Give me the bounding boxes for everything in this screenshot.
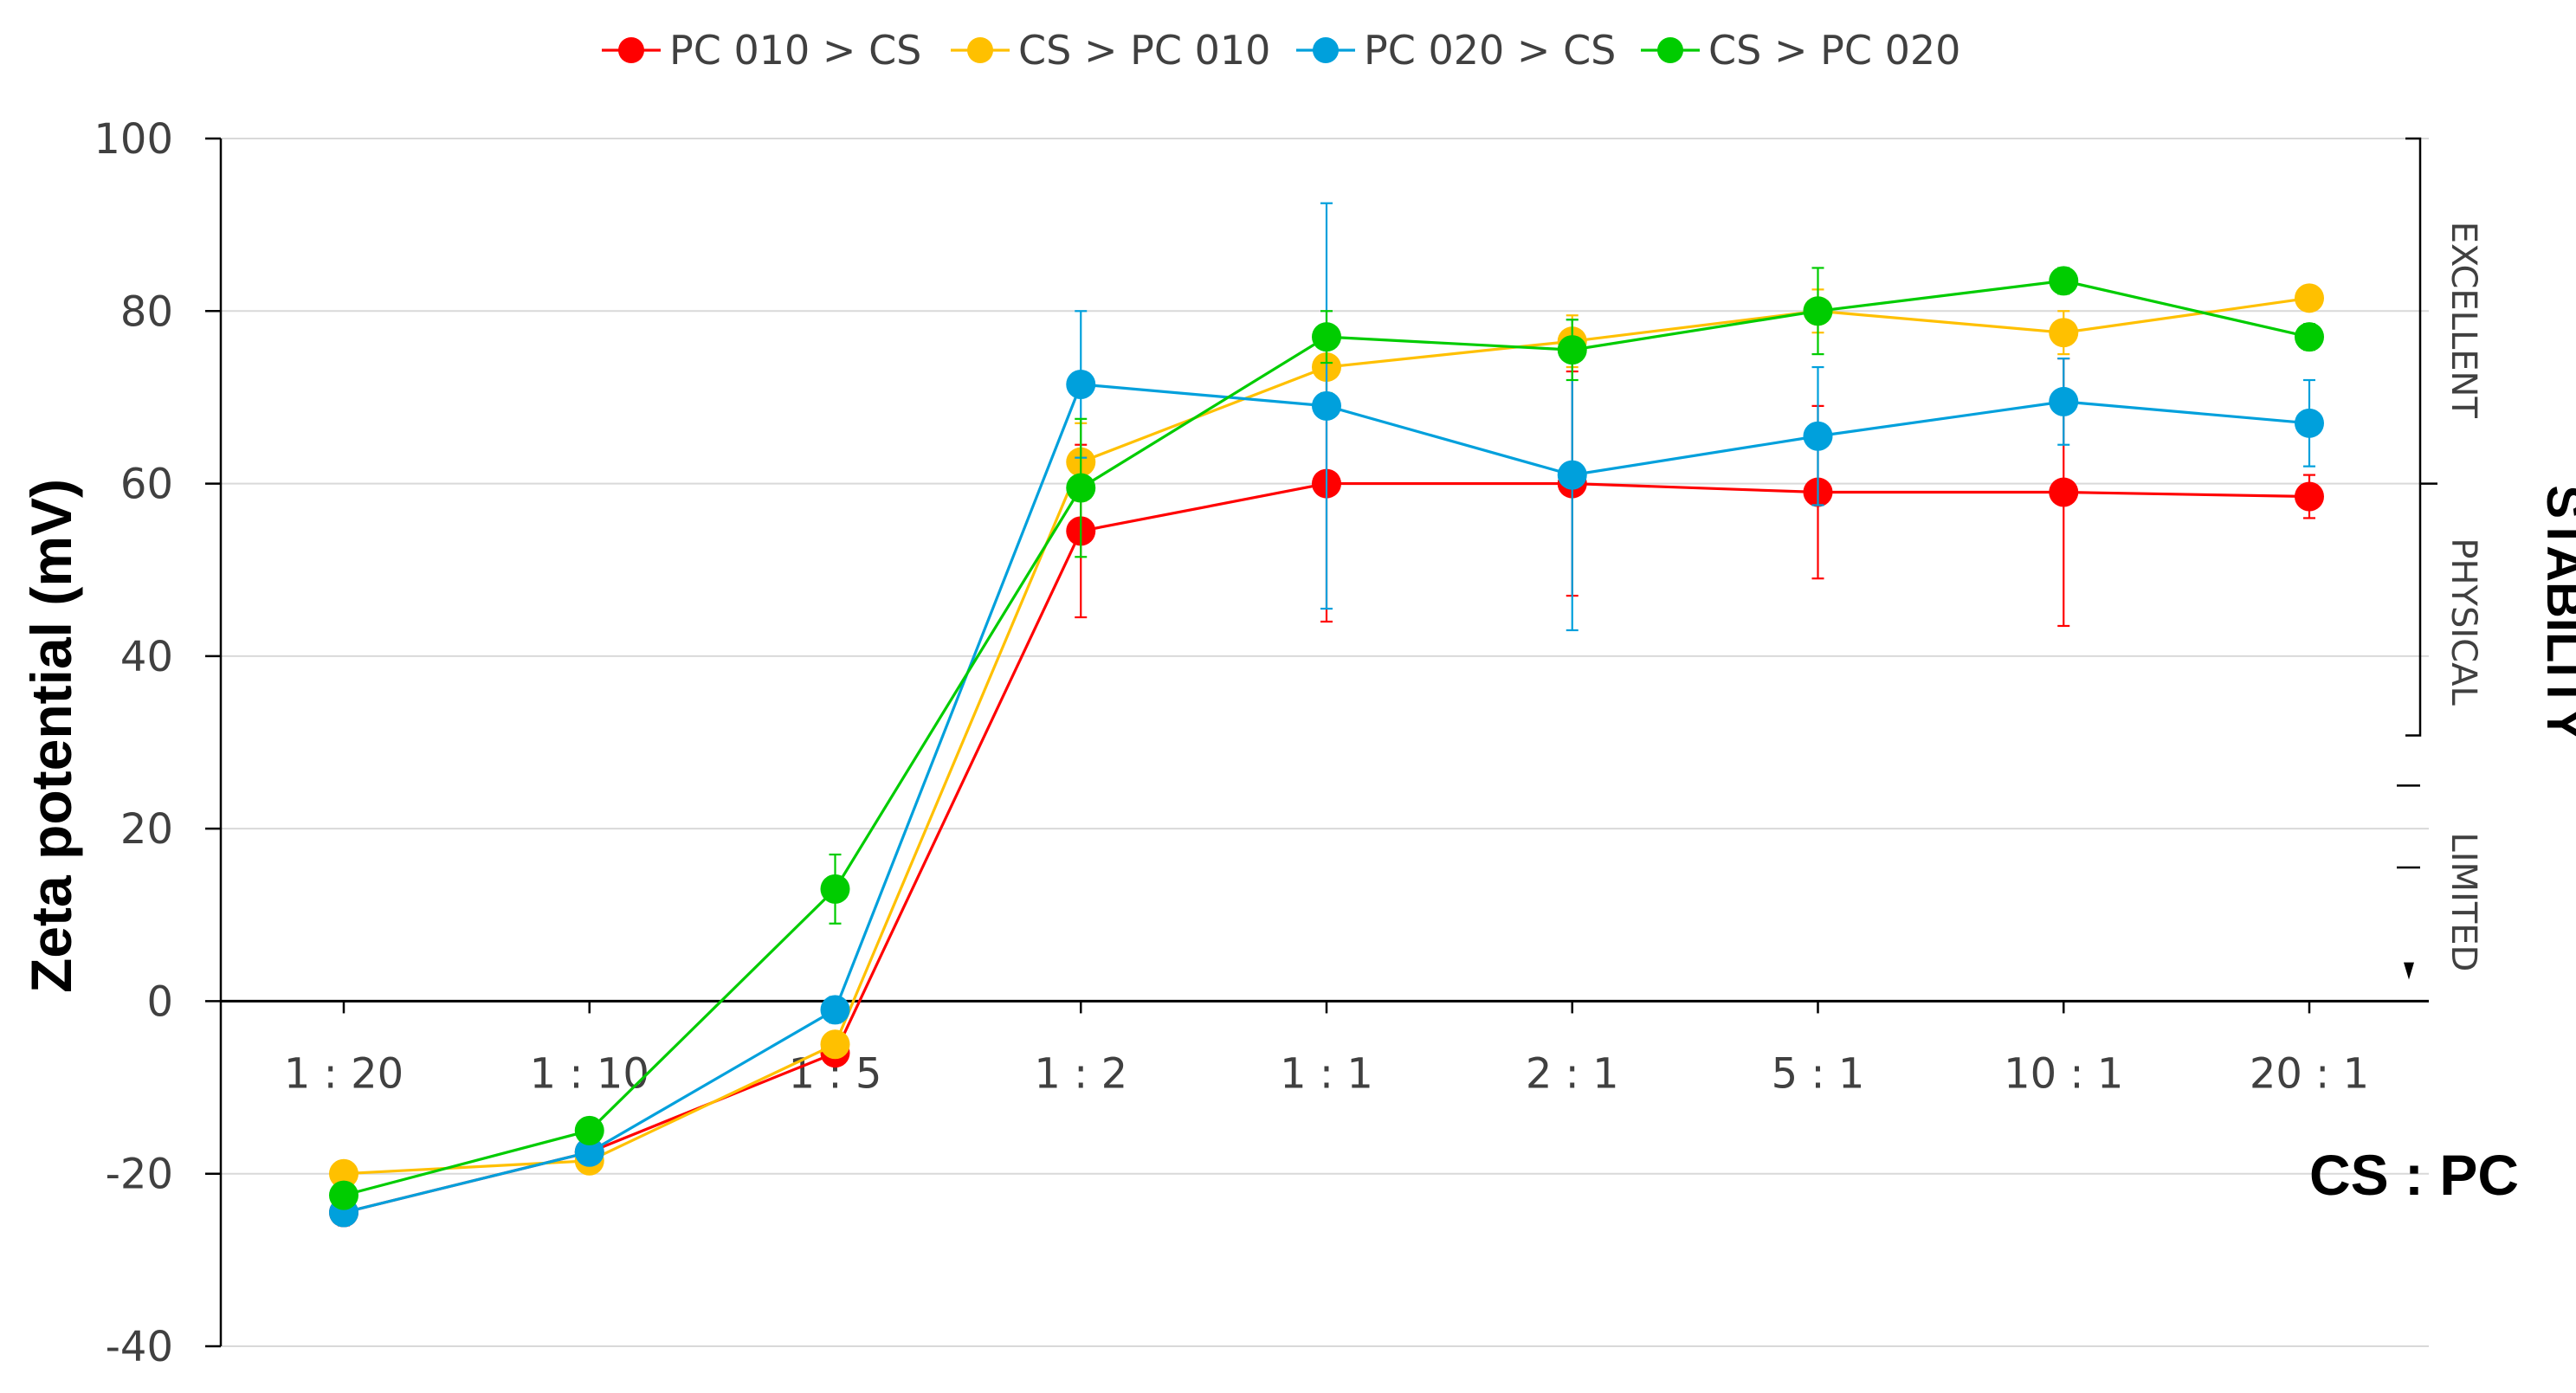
limited-arrow-icon [2404,962,2414,980]
stability-title: STABILITY [2536,485,2576,740]
data-point [2295,283,2324,313]
data-point [1557,460,1587,490]
x-tick-label: 5 : 1 [1772,1049,1865,1098]
x-axis-title: CS : PC [2309,1143,2519,1207]
x-tick-label: 1 : 1 [1280,1049,1373,1098]
legend-marker [967,37,993,63]
data-point [820,874,850,904]
legend: PC 010 > CS CS > PC 010 PC 020 > CS CS > PC… [602,27,1960,74]
series-cs-pc-020 [329,266,2324,1210]
data-point [2049,266,2079,296]
stability-band-label: EXCELLENT [2444,222,2483,419]
stability-bracket [2405,137,2422,737]
y-tick-label: 40 [120,633,173,681]
data-point [1803,421,1833,451]
data-point [2295,322,2324,352]
x-tick-label: 1 : 2 [1034,1049,1127,1098]
legend-marker [1313,37,1339,63]
series-layer [329,202,2324,1228]
data-point [1557,335,1587,365]
legend-marker [618,37,644,63]
stability-band-label: PHYSICAL [2444,538,2483,706]
legend-marker [1657,37,1683,63]
data-point [820,995,850,1025]
data-point [2295,481,2324,512]
data-point [1803,296,1833,326]
x-tick-label: 10 : 1 [2004,1049,2123,1098]
y-axis-title: Zeta potential (mV) [19,479,83,993]
data-point [329,1180,358,1210]
series-pc-020-cs [329,202,2324,1228]
data-point [2049,386,2079,416]
y-tick-label: -40 [106,1323,173,1371]
data-point [2049,318,2079,348]
data-point [1312,390,1341,421]
y-tick-label: 100 [94,115,173,164]
stability-bands: EXCELLENT PHYSICAL LIMITED [2397,137,2483,980]
y-tick-label: 60 [120,461,173,509]
y-tick-label: -20 [106,1151,173,1199]
x-tick-label: 20 : 1 [2250,1049,2369,1098]
legend-label: CS > PC 010 [1018,27,1270,74]
legend-label: PC 010 > CS [669,27,921,74]
legend-item: PC 010 > CS [602,27,921,74]
data-point [574,1137,604,1167]
stability-band-label: LIMITED [2444,832,2483,971]
x-tick-label: 2 : 1 [1526,1049,1619,1098]
data-point [1066,473,1096,503]
data-point [820,1029,850,1060]
data-point [2295,408,2324,438]
y-tick-label: 20 [120,805,173,854]
x-axis-zero-line [221,999,2429,1014]
legend-item: CS > PC 010 [951,27,1270,74]
data-point [574,1115,604,1145]
gridlines [221,138,2429,1347]
legend-item: PC 020 > CS [1296,27,1616,74]
y-tick-label: 80 [120,287,173,336]
data-point [329,1158,358,1189]
x-tick-label: 1 : 20 [284,1049,404,1098]
data-point [1312,322,1341,352]
y-tick-label: 0 [146,977,173,1026]
legend-label: PC 020 > CS [1364,27,1616,74]
data-point [2049,477,2079,507]
y-axis-ticks: -40 -20 0 20 40 60 80 100 [94,115,223,1371]
data-point [1066,369,1096,399]
legend-label: CS > PC 020 [1708,27,1960,74]
legend-item: CS > PC 020 [1641,27,1960,74]
